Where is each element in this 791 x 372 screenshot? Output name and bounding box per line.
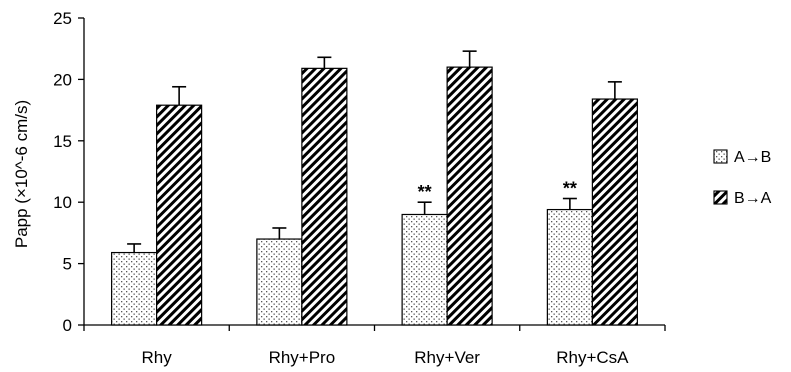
bar-b-to-a bbox=[591, 98, 638, 326]
y-tick-label: 20 bbox=[53, 70, 72, 89]
bar-a-to-b bbox=[401, 213, 448, 326]
y-tick-label: 5 bbox=[63, 255, 72, 274]
bar-a-to-b bbox=[256, 238, 303, 326]
x-tick-label: Rhy+CsA bbox=[556, 348, 629, 367]
x-tick-label: Rhy+Pro bbox=[269, 348, 336, 367]
bar-a-to-b bbox=[111, 251, 158, 326]
legend-swatch-a-to-b bbox=[713, 149, 728, 164]
legend: A→B B→A bbox=[713, 149, 772, 207]
bar-b-to-a bbox=[156, 104, 203, 326]
bar-b-to-a bbox=[446, 66, 493, 326]
legend-label: B→A bbox=[734, 190, 772, 207]
y-tick-label: 0 bbox=[63, 316, 72, 335]
y-axis-label: Papp (×10^-6 cm/s) bbox=[12, 100, 31, 248]
legend-label: A→B bbox=[734, 149, 771, 166]
legend-swatch-b-to-a bbox=[713, 190, 728, 205]
y-tick-label: 25 bbox=[53, 9, 72, 28]
bar-b-to-a bbox=[301, 67, 348, 326]
x-tick-label: Rhy+Ver bbox=[414, 348, 480, 367]
y-tick-label: 15 bbox=[53, 132, 72, 151]
significance-label: ** bbox=[418, 182, 432, 202]
x-tick-label: Rhy bbox=[142, 348, 173, 367]
y-tick-label: 10 bbox=[53, 193, 72, 212]
plot-area: 0 5 10 15 20 25 Rhy Rhy+Pro ** Rhy+Ver ** Rhy+CsA bbox=[53, 9, 666, 367]
bar-a-to-b bbox=[546, 208, 593, 326]
significance-label: ** bbox=[563, 179, 577, 199]
